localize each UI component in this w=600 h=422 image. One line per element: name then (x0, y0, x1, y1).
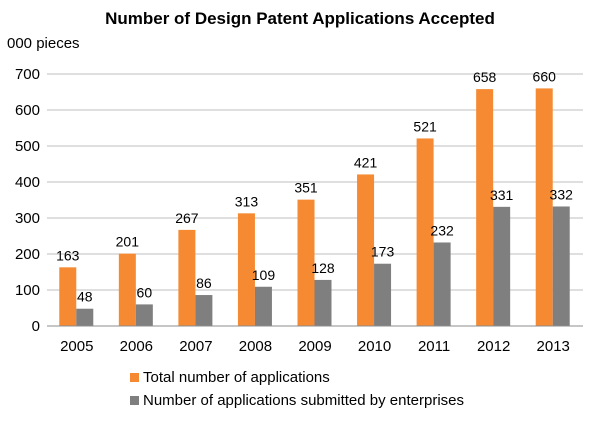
enterprise-value-label-2006: 60 (137, 284, 153, 300)
enterprise-value-label-2011: 232 (430, 222, 454, 238)
total-value-label-2011: 521 (413, 118, 437, 134)
enterprise-value-label-2009: 128 (311, 260, 335, 276)
enterprise-value-label-2013: 332 (550, 186, 574, 202)
chart-title: Number of Design Patent Applications Acc… (105, 9, 495, 28)
legend-swatch-2 (130, 396, 139, 405)
x-tick-label-2008: 2008 (239, 338, 272, 355)
total-bar-2007 (178, 229, 196, 326)
legend-label-1: Total number of applications (143, 369, 330, 386)
enterprise-bar-2007 (195, 295, 213, 326)
x-tick-label-2010: 2010 (358, 338, 391, 355)
enterprise-bar-2010 (374, 263, 392, 326)
legend-swatch-1 (130, 373, 139, 382)
x-tick-label-2009: 2009 (298, 338, 331, 355)
total-bar-2005 (59, 267, 77, 326)
enterprise-bar-2005 (76, 308, 94, 326)
total-value-label-2006: 201 (116, 234, 140, 250)
total-bar-2008 (237, 213, 255, 326)
x-tick-label-2012: 2012 (477, 338, 510, 355)
total-bar-2011 (416, 138, 434, 326)
enterprise-bar-2011 (433, 242, 451, 326)
x-tick-label-2005: 2005 (60, 338, 93, 355)
x-tick-label-2013: 2013 (537, 338, 570, 355)
enterprise-value-label-2010: 173 (371, 244, 395, 260)
enterprise-bar-2013 (552, 206, 570, 326)
y-axis-ticks: 0 100 200 300 400 500 600 700 (15, 66, 40, 335)
data-labels: 163 48 201 60 267 86 313 109 351 128 421 173 521 232 6… (56, 68, 573, 304)
total-bar-2012 (476, 89, 494, 327)
enterprise-value-label-2005: 48 (77, 289, 93, 305)
y-tick-label: 700 (15, 66, 40, 83)
enterprise-bar-2009 (314, 279, 332, 326)
y-axis-unit-label: 000 pieces (7, 35, 80, 52)
enterprise-value-label-2012: 331 (490, 187, 514, 203)
total-bar-2010 (357, 174, 375, 326)
total-value-label-2009: 351 (294, 180, 318, 196)
enterprise-value-label-2008: 109 (252, 267, 276, 283)
y-tick-label: 300 (15, 210, 40, 227)
enterprise-bar-2006 (135, 304, 153, 326)
total-value-label-2005: 163 (56, 247, 80, 263)
y-tick-label: 600 (15, 102, 40, 119)
legend-label-2: Number of applications submitted by ente… (143, 392, 464, 409)
total-bar-2013 (535, 88, 553, 327)
y-tick-label: 500 (15, 138, 40, 155)
enterprise-value-label-2007: 86 (196, 275, 212, 291)
total-value-label-2013: 660 (533, 68, 557, 84)
total-bar-2006 (118, 253, 136, 326)
y-tick-label: 0 (32, 318, 40, 335)
total-value-label-2010: 421 (354, 154, 378, 170)
enterprise-bar-2012 (493, 206, 511, 326)
x-tick-label-2006: 2006 (120, 338, 153, 355)
total-value-label-2012: 658 (473, 69, 497, 85)
gridlines (47, 73, 583, 291)
total-value-label-2008: 313 (235, 193, 259, 209)
x-tick-label-2011: 2011 (418, 338, 450, 355)
enterprise-bar-2008 (254, 286, 272, 326)
bars (59, 88, 570, 327)
y-tick-label: 200 (15, 246, 40, 263)
y-tick-label: 400 (15, 174, 40, 191)
total-bar-2009 (297, 199, 315, 326)
x-axis-ticks: 2005 2006 2007 2008 2009 2010 2011 2012 2013 (60, 338, 570, 355)
y-tick-label: 100 (15, 282, 40, 299)
total-value-label-2007: 267 (175, 210, 199, 226)
x-tick-label-2007: 2007 (179, 338, 212, 355)
legend: Total number of applications Number of ap… (130, 369, 464, 409)
